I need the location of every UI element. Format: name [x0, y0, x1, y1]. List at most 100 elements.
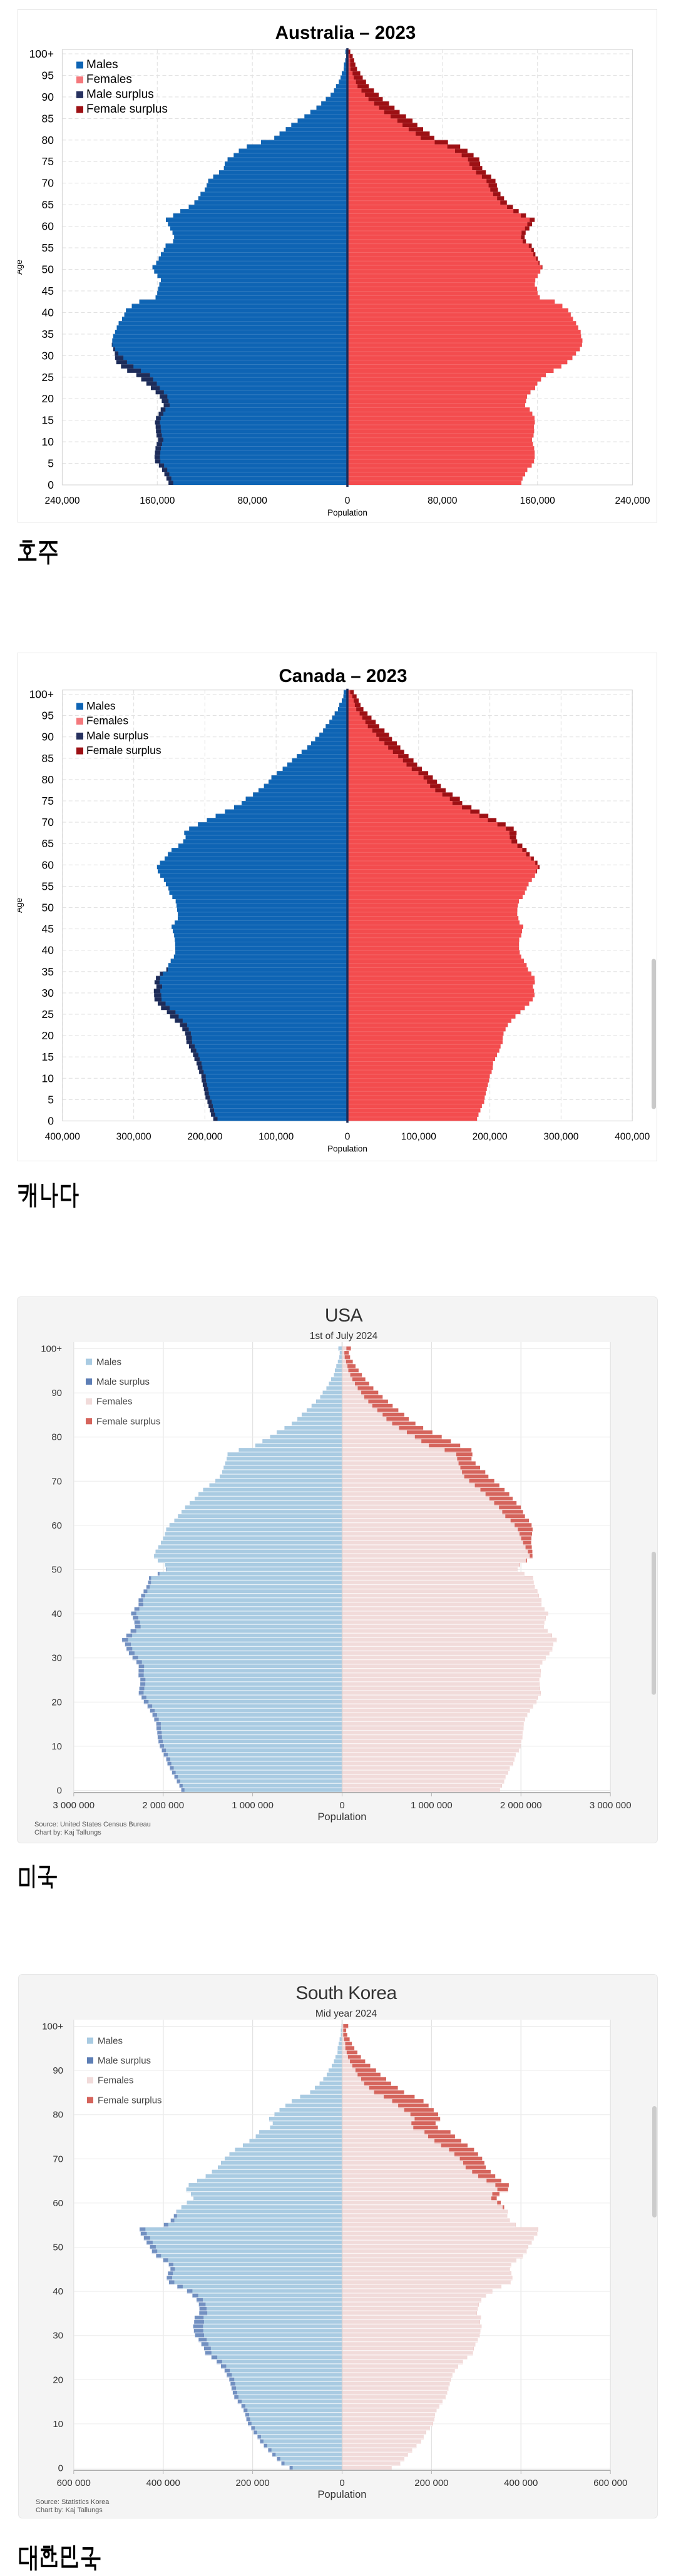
svg-text:70: 70: [42, 816, 54, 828]
svg-text:Females: Females: [98, 2075, 134, 2086]
svg-text:75: 75: [42, 155, 54, 168]
svg-text:Females: Females: [86, 715, 128, 727]
svg-text:70: 70: [42, 177, 54, 190]
svg-text:Male surplus: Male surplus: [98, 2055, 151, 2066]
svg-text:100+: 100+: [29, 48, 54, 60]
svg-text:50: 50: [53, 2243, 63, 2253]
svg-text:15: 15: [42, 1051, 54, 1063]
svg-text:55: 55: [42, 242, 54, 254]
svg-text:3 000 000: 3 000 000: [53, 1800, 95, 1811]
svg-text:0: 0: [58, 2463, 63, 2474]
svg-text:50: 50: [42, 902, 54, 914]
svg-text:Chart by: Kaj Tallungs: Chart by: Kaj Tallungs: [36, 2507, 103, 2514]
svg-text:85: 85: [42, 112, 54, 125]
svg-text:400,000: 400,000: [45, 1132, 80, 1143]
svg-text:80: 80: [51, 1432, 62, 1443]
svg-text:200 000: 200 000: [235, 2478, 269, 2488]
svg-text:50: 50: [42, 263, 54, 276]
svg-text:1st of July 2024: 1st of July 2024: [310, 1331, 378, 1341]
svg-text:Males: Males: [96, 1357, 121, 1368]
svg-text:Population: Population: [318, 2489, 367, 2500]
svg-text:65: 65: [42, 198, 54, 211]
svg-text:400 000: 400 000: [146, 2478, 180, 2488]
svg-text:20: 20: [51, 1697, 62, 1708]
svg-text:100+: 100+: [42, 2022, 63, 2032]
svg-text:60: 60: [51, 1520, 62, 1531]
svg-text:95: 95: [42, 69, 54, 82]
svg-text:35: 35: [42, 965, 54, 978]
svg-text:600 000: 600 000: [57, 2478, 91, 2488]
svg-text:0: 0: [345, 1132, 351, 1143]
svg-text:80,000: 80,000: [237, 496, 267, 506]
svg-text:10: 10: [53, 2419, 63, 2430]
svg-text:Female surplus: Female surplus: [86, 103, 168, 116]
svg-text:200,000: 200,000: [473, 1132, 508, 1143]
svg-text:South Korea: South Korea: [295, 1983, 397, 2003]
svg-text:2 000 000: 2 000 000: [500, 1800, 542, 1811]
svg-text:Female surplus: Female surplus: [96, 1416, 161, 1427]
svg-text:65: 65: [42, 837, 54, 850]
svg-text:60: 60: [42, 858, 54, 871]
svg-text:Canada – 2023: Canada – 2023: [279, 666, 407, 686]
svg-text:Source: Statistics Korea: Source: Statistics Korea: [36, 2498, 110, 2506]
svg-text:160,000: 160,000: [520, 496, 555, 506]
svg-text:80: 80: [53, 2110, 63, 2120]
svg-text:85: 85: [42, 752, 54, 765]
svg-text:Males: Males: [86, 58, 118, 71]
svg-text:40: 40: [42, 944, 54, 957]
svg-text:45: 45: [42, 923, 54, 935]
svg-text:0: 0: [57, 1786, 62, 1796]
svg-text:Age: Age: [18, 260, 24, 275]
svg-text:70: 70: [53, 2154, 63, 2164]
svg-text:Male surplus: Male surplus: [86, 88, 154, 101]
svg-text:Mid year 2024: Mid year 2024: [315, 2008, 377, 2019]
svg-text:240,000: 240,000: [615, 496, 650, 506]
svg-text:Female surplus: Female surplus: [86, 744, 161, 756]
svg-text:60: 60: [42, 220, 54, 233]
svg-text:Female surplus: Female surplus: [98, 2095, 162, 2105]
svg-text:25: 25: [42, 371, 54, 384]
svg-text:Females: Females: [86, 73, 132, 86]
svg-text:30: 30: [42, 349, 54, 362]
svg-text:1 000 000: 1 000 000: [232, 1800, 274, 1811]
svg-text:90: 90: [51, 1388, 62, 1398]
svg-text:5: 5: [48, 457, 54, 470]
svg-text:Population: Population: [327, 508, 367, 517]
svg-text:Source: United States Census B: Source: United States Census Bureau: [34, 1821, 151, 1828]
svg-text:100+: 100+: [41, 1344, 62, 1355]
svg-text:200 000: 200 000: [414, 2478, 448, 2488]
svg-text:0: 0: [48, 1115, 54, 1128]
svg-text:3 000 000: 3 000 000: [590, 1800, 632, 1811]
svg-text:10: 10: [42, 1072, 54, 1084]
svg-text:300,000: 300,000: [543, 1132, 578, 1143]
svg-text:80,000: 80,000: [428, 496, 458, 506]
svg-text:50: 50: [51, 1565, 62, 1576]
svg-text:40: 40: [42, 306, 54, 318]
svg-text:USA: USA: [325, 1305, 363, 1326]
svg-text:Population: Population: [318, 1811, 367, 1823]
svg-text:Age: Age: [18, 898, 24, 913]
svg-text:600 000: 600 000: [593, 2478, 627, 2488]
svg-text:0: 0: [345, 496, 351, 506]
svg-text:2 000 000: 2 000 000: [142, 1800, 184, 1811]
svg-text:30: 30: [53, 2331, 63, 2341]
svg-text:0: 0: [339, 1800, 344, 1811]
svg-text:40: 40: [51, 1609, 62, 1619]
svg-text:0: 0: [339, 2478, 344, 2488]
svg-text:20: 20: [42, 1029, 54, 1042]
svg-text:Males: Males: [86, 700, 116, 712]
svg-text:45: 45: [42, 285, 54, 297]
svg-text:1 000 000: 1 000 000: [411, 1800, 453, 1811]
svg-text:200,000: 200,000: [187, 1132, 222, 1143]
svg-text:15: 15: [42, 414, 54, 427]
svg-text:70: 70: [51, 1476, 62, 1487]
svg-text:20: 20: [53, 2375, 63, 2385]
svg-text:30: 30: [51, 1653, 62, 1664]
svg-text:95: 95: [42, 710, 54, 722]
svg-text:Population: Population: [327, 1144, 367, 1154]
svg-text:90: 90: [53, 2065, 63, 2076]
svg-text:30: 30: [42, 987, 54, 999]
svg-text:10: 10: [51, 1741, 62, 1752]
svg-text:Chart by: Kaj Tallungs: Chart by: Kaj Tallungs: [34, 1829, 101, 1836]
svg-text:400 000: 400 000: [504, 2478, 538, 2488]
